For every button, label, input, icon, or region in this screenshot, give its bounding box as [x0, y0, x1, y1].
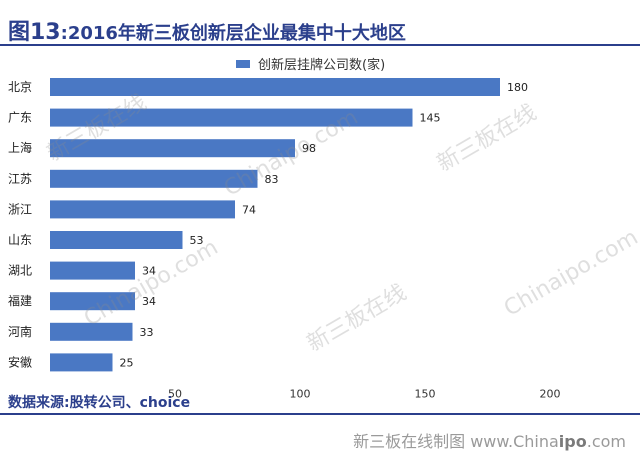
category-label: 福建	[8, 293, 32, 308]
value-label: 83	[265, 173, 279, 186]
category-label: 湖北	[8, 263, 32, 278]
value-label: 180	[507, 81, 528, 94]
legend-swatch	[236, 60, 250, 68]
bars	[50, 78, 500, 372]
bottom-rule	[0, 413, 640, 415]
category-label: 山东	[8, 233, 32, 247]
bar	[50, 139, 295, 158]
bar	[50, 322, 133, 341]
bar	[50, 353, 113, 372]
value-label: 74	[242, 203, 256, 216]
value-label: 145	[420, 112, 441, 125]
value-label: 25	[120, 356, 134, 369]
bar	[50, 261, 135, 280]
legend: 创新层挂牌公司数(家)	[236, 57, 385, 73]
value-label: 53	[190, 234, 204, 247]
category-label: 安徽	[8, 354, 32, 369]
x-tick-label: 150	[415, 387, 436, 400]
value-label: 34	[142, 295, 156, 308]
data-source: 数据来源:股转公司、choice	[8, 395, 191, 411]
bar	[50, 169, 258, 188]
value-label: 98	[302, 142, 316, 155]
bar	[50, 78, 500, 96]
category-label: 广东	[8, 111, 32, 125]
category-label: 河南	[8, 324, 32, 339]
x-tick-label: 100	[290, 387, 311, 400]
top-rule	[0, 44, 640, 46]
x-tick-label: 50	[168, 387, 182, 400]
category-label: 北京	[8, 80, 32, 94]
footer-brand: 新三板在线制图 www.Chinaipo.com	[353, 428, 626, 452]
bar	[50, 108, 413, 127]
x-tick-label: 200	[540, 387, 561, 400]
figure-number: 图13	[8, 20, 61, 45]
bar	[50, 231, 183, 249]
category-label: 上海	[8, 140, 32, 155]
brand-suffix: .com	[586, 432, 626, 451]
value-label: 34	[142, 265, 156, 278]
brand-bold: ipo	[558, 432, 587, 451]
category-label: 江苏	[8, 172, 32, 186]
value-label: 33	[140, 326, 154, 339]
brand-prefix: 新三板在线制图 www.China	[353, 432, 559, 451]
legend-label: 创新层挂牌公司数(家)	[258, 57, 385, 73]
title-text: :2016年新三板创新层企业最集中十大地区	[60, 23, 406, 44]
value-labels: 180 145 98 83 74 53 34 34 33 25	[120, 81, 529, 369]
bar	[50, 292, 135, 311]
x-tick-labels: 50 100 150 200	[168, 387, 561, 400]
category-label: 浙江	[8, 202, 32, 216]
bar	[50, 200, 235, 219]
chart-title: 图13:2016年新三板创新层企业最集中十大地区	[8, 14, 406, 46]
